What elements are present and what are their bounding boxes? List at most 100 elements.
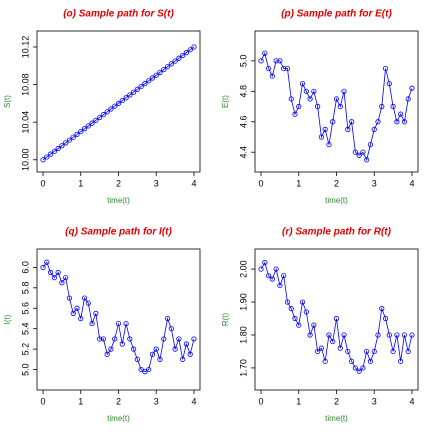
x-axis-label: time(t) [325, 414, 348, 423]
x-tick-label: 1 [78, 396, 83, 406]
x-tick-label: 3 [372, 178, 377, 188]
data-point [40, 157, 46, 163]
y-tick-label: 10.08 [20, 73, 30, 96]
data-point [352, 149, 358, 155]
x-tick-label: 2 [116, 396, 121, 406]
data-point [78, 128, 84, 135]
data-point [130, 89, 137, 95]
series-line [260, 52, 413, 161]
data-point [59, 280, 65, 286]
chart-title: (q) Sample path for I(t) [65, 227, 172, 238]
x-tick-label: 4 [191, 178, 196, 188]
panel: (q) Sample path for I(t) 0 1 2 3 4 5.0 5.2 5.4 5.… [3, 227, 201, 423]
data-point [78, 315, 84, 322]
y-tick-label: 10.00 [20, 149, 30, 172]
data-point [168, 61, 174, 67]
data-point [180, 356, 186, 362]
data-point [311, 322, 317, 328]
data-point [164, 64, 171, 70]
data-point [284, 65, 291, 72]
data-point [330, 119, 336, 125]
data-point [345, 126, 351, 132]
data-point [40, 264, 46, 270]
data-point [164, 315, 171, 322]
data-point [130, 346, 137, 352]
data-point [307, 332, 313, 338]
data-point [394, 119, 400, 125]
y-axis-label: R(t) [221, 313, 230, 327]
data-point [134, 356, 140, 362]
data-point [292, 315, 298, 322]
y-tick-label: 1.70 [238, 359, 248, 377]
x-tick-label: 4 [191, 396, 196, 406]
data-point [299, 81, 306, 87]
data-point [168, 326, 174, 332]
data-point [149, 75, 156, 81]
data-point [265, 65, 272, 72]
data-point [284, 299, 291, 305]
chart-title: (p) Sample path for E(t) [281, 9, 392, 20]
series-line [42, 261, 195, 373]
data-point [108, 106, 114, 112]
y-axis-label: I(t) [3, 314, 12, 324]
data-point [262, 50, 268, 56]
y-tick-label: 6.0 [20, 261, 30, 274]
data-point [348, 358, 355, 364]
data-point [51, 275, 57, 281]
data-point [161, 66, 167, 73]
data-point [401, 119, 408, 125]
data-point [322, 126, 328, 132]
x-tick-label: 4 [409, 178, 414, 188]
y-tick-label: 5.4 [20, 322, 30, 335]
y-tick-label: 10.12 [20, 36, 30, 59]
data-point [183, 50, 190, 56]
data-point [379, 103, 385, 110]
data-point [337, 345, 343, 351]
data-point [191, 44, 197, 50]
data-point [153, 72, 159, 78]
data-point [386, 332, 392, 338]
data-point [277, 58, 283, 64]
data-point [409, 85, 415, 91]
data-point [51, 148, 57, 154]
data-point [386, 81, 392, 87]
data-point [371, 348, 377, 355]
y-tick-label: 4.4 [238, 146, 248, 159]
data-point [112, 103, 118, 109]
data-point [66, 295, 73, 301]
data-point [364, 348, 370, 355]
y-tick-label: 2.00 [238, 260, 248, 278]
data-point [149, 351, 156, 357]
data-point [119, 97, 125, 104]
data-point [44, 259, 50, 265]
data-point [405, 96, 411, 102]
data-point [187, 351, 193, 357]
x-axis-label: time(t) [107, 196, 130, 205]
chart-title: (r) Sample path for R(t) [282, 227, 392, 238]
data-point [401, 332, 408, 338]
y-tick-label: 1.90 [238, 293, 248, 311]
data-point [161, 336, 167, 342]
panel: (r) Sample path for R(t) 0 1 2 3 4 1.70 1.80 1.9… [221, 227, 419, 423]
data-point [47, 151, 54, 157]
x-tick-label: 3 [154, 396, 159, 406]
data-point [371, 126, 377, 132]
data-point [108, 346, 114, 352]
x-axis-label: time(t) [325, 196, 348, 205]
data-point [269, 276, 275, 282]
data-point [303, 309, 309, 315]
data-point [333, 315, 340, 322]
y-tick-label: 10.04 [20, 111, 30, 134]
data-point [44, 154, 50, 160]
data-point [70, 134, 76, 140]
data-point [55, 269, 61, 276]
data-point [134, 86, 140, 92]
data-point [112, 336, 118, 342]
data-point [127, 92, 133, 98]
y-tick-label: 4.6 [238, 115, 248, 128]
data-point [341, 332, 347, 338]
data-point [390, 103, 396, 110]
data-point [100, 112, 107, 118]
data-point [85, 123, 91, 129]
panel: (p) Sample path for E(t) 0 1 2 3 4 4.4 4.6 4.8 5.… [221, 9, 419, 205]
